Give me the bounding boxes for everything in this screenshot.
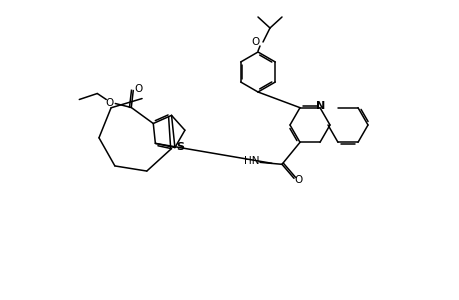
Text: O: O xyxy=(134,83,142,94)
Text: HN: HN xyxy=(244,156,259,166)
Text: N: N xyxy=(316,101,325,111)
Text: S: S xyxy=(175,142,184,152)
Text: O: O xyxy=(294,175,302,185)
Text: O: O xyxy=(252,37,259,47)
Text: O: O xyxy=(105,98,113,107)
